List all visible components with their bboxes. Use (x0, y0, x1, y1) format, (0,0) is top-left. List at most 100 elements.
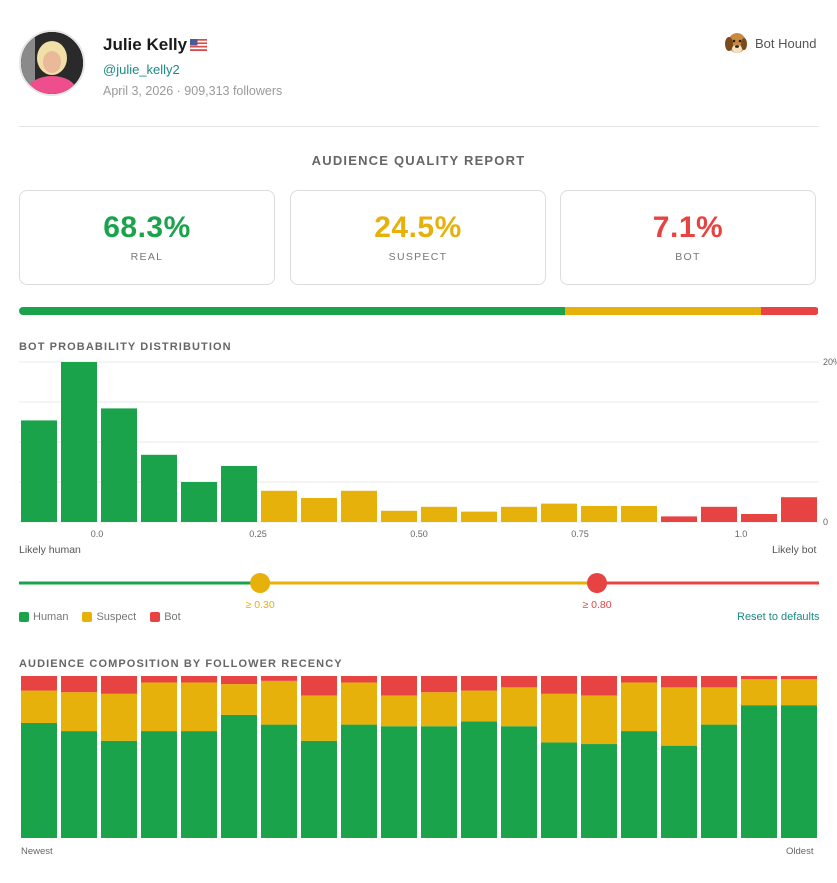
oldest-label: Oldest (786, 846, 814, 857)
bot-card: 7.1% BOT (560, 190, 816, 285)
legend-suspect-swatch (82, 612, 93, 622)
composition-bot-segment (261, 676, 297, 681)
quality-segment-real (19, 307, 566, 315)
histogram-bar (141, 454, 177, 522)
composition-human-segment (341, 724, 377, 838)
histogram-bar (461, 511, 497, 522)
quality-segment-bot (761, 307, 819, 315)
legend-human: Human (19, 611, 68, 623)
histogram-xtick: 0.50 (410, 529, 428, 539)
legend-bot-swatch (150, 612, 161, 622)
histogram-ytick: 0 (823, 517, 828, 527)
composition-suspect-segment (181, 682, 217, 732)
composition-bot-segment (421, 676, 457, 693)
profile-name: Julie Kelly (103, 35, 188, 54)
histogram-bar (661, 516, 697, 522)
composition-suspect-segment (261, 680, 297, 725)
histogram-bar (101, 408, 137, 522)
composition-bot-segment (661, 676, 697, 688)
likely-bot-label: Likely bot (772, 544, 817, 556)
legend: Human Suspect Bot (19, 611, 181, 623)
histogram-bar (341, 490, 377, 522)
legend-bot: Bot (150, 611, 181, 623)
histogram-bar (541, 503, 577, 522)
composition-human-segment (181, 731, 217, 838)
composition-bot-segment (741, 676, 777, 680)
composition-suspect-segment (381, 695, 417, 727)
legend-human-label: Human (33, 611, 69, 623)
composition-human-segment (501, 726, 537, 838)
real-label: REAL (130, 251, 164, 263)
suspect-label: SUSPECT (388, 251, 448, 263)
real-card: 68.3% REAL (19, 190, 275, 285)
histogram-bar (621, 506, 657, 522)
real-percent: 68.3% (103, 211, 191, 244)
composition-bot-segment (701, 676, 737, 688)
composition-suspect-segment (501, 687, 537, 727)
composition-bot-segment (581, 676, 617, 696)
histogram-bar (21, 420, 57, 522)
histogram-xtick: 0.75 (571, 529, 589, 539)
distribution-title: BOT PROBABILITY DISTRIBUTION (19, 341, 232, 353)
high-threshold-label: ≥ 0.80 (582, 599, 611, 611)
composition-human-segment (261, 724, 297, 838)
composition-suspect-segment (21, 690, 57, 723)
histogram-bar (741, 514, 777, 522)
histogram-bar (501, 506, 537, 522)
composition-suspect-segment (61, 692, 97, 732)
composition-suspect-segment (301, 695, 337, 741)
brand-name: Bot Hound (755, 36, 817, 51)
low-threshold-label: ≥ 0.30 (246, 599, 275, 611)
composition-human-segment (541, 742, 577, 838)
composition-suspect-segment (741, 679, 777, 706)
composition-suspect-segment (701, 687, 737, 725)
composition-bot-segment (781, 676, 817, 680)
composition-suspect-segment (621, 682, 657, 732)
suspect-percent: 24.5% (374, 211, 462, 244)
quality-stacked-bar (19, 307, 819, 315)
histogram-ytick: 20% (823, 357, 837, 367)
histogram-bar (181, 482, 217, 522)
composition-suspect-segment (581, 695, 617, 745)
reset-defaults-link[interactable]: Reset to defaults (737, 611, 820, 623)
bot-probability-histogram: 20% 0 0.0 0.25 0.50 0.75 1.0 (19, 357, 837, 539)
composition-human-segment (421, 726, 457, 838)
legend-human-swatch (19, 612, 29, 622)
composition-suspect-segment (341, 682, 377, 725)
composition-suspect-segment (421, 692, 457, 727)
histogram-bar (61, 362, 97, 522)
threshold-slider[interactable]: ≥ 0.30 ≥ 0.80 (19, 570, 819, 614)
composition-suspect-segment (661, 687, 697, 746)
composition-human-segment (141, 731, 177, 838)
composition-human-segment (461, 721, 497, 838)
histogram-bar (421, 506, 457, 522)
composition-human-segment (781, 705, 817, 838)
composition-bot-segment (621, 676, 657, 683)
histogram-bar (261, 490, 297, 522)
composition-bot-segment (381, 676, 417, 696)
composition-suspect-segment (541, 693, 577, 743)
profile-handle-link[interactable]: @julie_kelly2 (103, 62, 180, 77)
composition-human-segment (221, 714, 257, 838)
composition-bot-segment (221, 676, 257, 685)
header-divider (19, 126, 819, 127)
composition-suspect-segment (461, 690, 497, 722)
histogram-bar (701, 506, 737, 522)
composition-bot-segment (61, 676, 97, 693)
composition-human-segment (301, 740, 337, 838)
likely-human-label: Likely human (19, 544, 81, 556)
avatar[interactable] (19, 30, 85, 96)
high-threshold-handle[interactable] (587, 573, 607, 593)
composition-human-segment (621, 731, 657, 838)
us-flag-icon (189, 38, 208, 52)
low-threshold-handle[interactable] (250, 573, 271, 593)
histogram-bar (221, 466, 257, 522)
composition-title: AUDIENCE COMPOSITION BY FOLLOWER RECENCY (19, 658, 343, 670)
legend-suspect-label: Suspect (96, 611, 137, 623)
legend-suspect: Suspect (82, 611, 136, 623)
composition-bot-segment (461, 676, 497, 691)
newest-label: Newest (21, 846, 53, 857)
composition-suspect-segment (141, 682, 177, 732)
composition-suspect-segment (221, 684, 257, 715)
histogram-bar (301, 498, 337, 522)
